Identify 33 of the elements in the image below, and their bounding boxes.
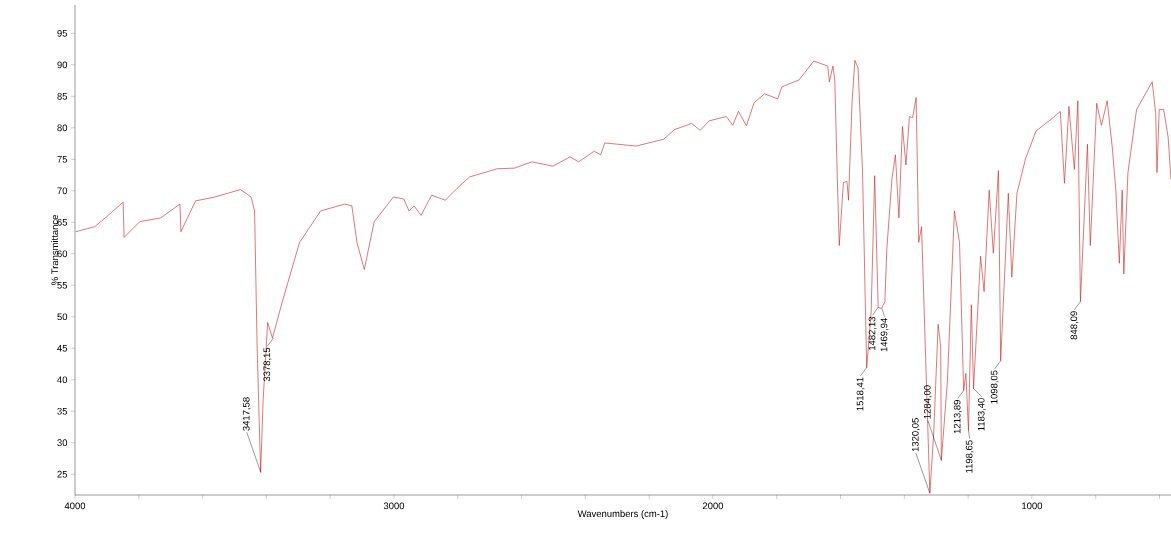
y-tick-label: 55 <box>57 281 68 289</box>
annotation: 1198,65 <box>965 440 974 473</box>
y-tick-label: 65 <box>57 218 68 226</box>
x-axis-title: Wavenumbers (cm-1) <box>577 510 668 519</box>
y-tick-label: 25 <box>57 470 68 478</box>
y-tick-label: 70 <box>57 187 68 195</box>
annotation: 1518,41 <box>856 377 865 411</box>
annotation: 1469,94 <box>880 318 889 352</box>
y-tick-label: 35 <box>57 407 68 415</box>
x-tick-label: 1000 <box>1022 502 1043 510</box>
y-axis-title: % Transmittance <box>51 215 59 285</box>
y-tick-label: 80 <box>57 124 68 132</box>
x-tick-label: 3000 <box>383 502 405 510</box>
annotation: 1320,05 <box>911 418 920 452</box>
annotation: 1284,00 <box>923 385 932 419</box>
annotation: 1098,05 <box>990 370 999 404</box>
annotation: 1183,40 <box>977 398 986 431</box>
annotation: 1213,89 <box>953 400 962 434</box>
y-tick-label: 95 <box>57 29 68 37</box>
annotation: 3417,58 <box>242 397 251 431</box>
y-tick-label: 60 <box>57 250 68 258</box>
y-tick-label: 40 <box>57 376 68 384</box>
x-tick-label: 2000 <box>702 502 724 510</box>
y-tick-label: 30 <box>57 439 68 447</box>
annotation: 3378,15 <box>263 347 272 382</box>
y-tick-label: 75 <box>57 155 68 163</box>
y-tick-label: 45 <box>57 344 68 352</box>
x-tick-label: 4000 <box>64 502 86 510</box>
y-tick-label: 85 <box>57 92 68 100</box>
y-tick-label: 90 <box>57 61 68 69</box>
annotation: 848,09 <box>1070 311 1079 340</box>
annotation: 1482,13 <box>868 316 877 350</box>
y-tick-label: 50 <box>57 313 68 321</box>
